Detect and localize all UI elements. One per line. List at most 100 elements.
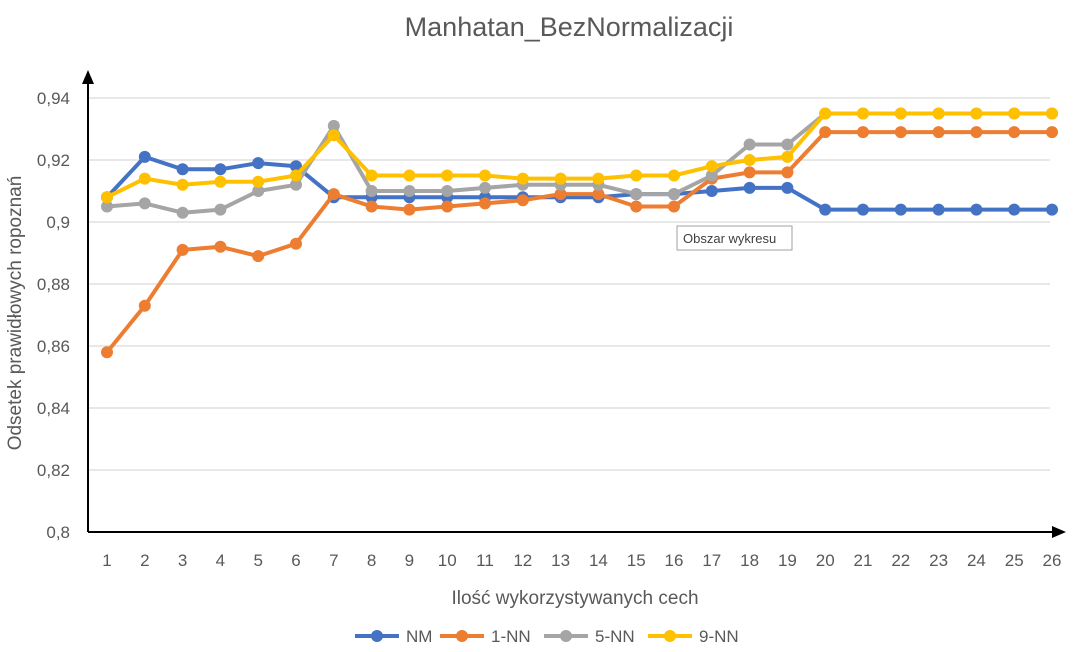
series-line [105, 154, 1052, 212]
data-point [479, 169, 491, 182]
data-point [743, 154, 756, 166]
data-point [857, 203, 869, 216]
x-tick-label: 1 [102, 551, 111, 570]
x-tick-label: 9 [405, 551, 414, 570]
x-tick-label: 5 [253, 551, 262, 570]
data-point [138, 150, 151, 163]
data-point [290, 237, 302, 250]
data-point [403, 203, 416, 216]
data-point [252, 175, 265, 188]
series-9-nn [101, 107, 1058, 204]
data-point [819, 126, 832, 139]
data-point [479, 197, 491, 210]
series-5-nn [101, 107, 1058, 219]
legend-item-nm: NM [355, 627, 432, 646]
legend-item-1-nn: 1-NN [440, 627, 531, 646]
legend-item-5-nn: 5-NN [544, 627, 635, 646]
x-tick-label: 21 [854, 551, 873, 570]
data-point [668, 200, 680, 213]
data-point [441, 200, 454, 213]
data-point [592, 188, 605, 201]
data-point [819, 203, 832, 216]
data-point [705, 160, 718, 173]
data-point [894, 107, 907, 120]
data-point [214, 175, 227, 188]
x-tick-label: 12 [513, 551, 532, 570]
x-tick-label: 15 [627, 551, 646, 570]
data-point [932, 126, 945, 139]
data-point [630, 188, 643, 201]
data-point [441, 169, 454, 182]
data-point [479, 181, 491, 194]
data-point [668, 188, 680, 201]
y-axis-ticks: 0,8 0,82 0,84 0,86 0,88 0,9 0,92 0,94 [37, 89, 70, 542]
data-point [290, 178, 302, 191]
data-point [176, 206, 189, 219]
data-point [101, 191, 113, 204]
data-point [705, 169, 718, 182]
data-point [441, 185, 454, 197]
data-point [101, 200, 113, 213]
x-axis-label: Ilość wykorzystywanych cech [451, 588, 698, 609]
legend-label: 1-NN [491, 627, 531, 646]
data-point [932, 107, 945, 120]
x-tick-label: 11 [476, 551, 494, 570]
x-tick-label: 4 [216, 551, 225, 570]
data-point [214, 163, 227, 176]
data-point [403, 185, 416, 197]
data-point [894, 203, 907, 216]
data-point [214, 240, 227, 253]
x-axis-arrow [1052, 526, 1066, 538]
x-tick-label: 7 [329, 551, 338, 570]
x-tick-label: 18 [740, 551, 759, 570]
y-tick-label: 0,84 [37, 399, 70, 418]
data-point [327, 129, 340, 142]
x-tick-label: 8 [367, 551, 376, 570]
data-point [819, 107, 832, 120]
data-point [1008, 107, 1021, 120]
data-point [365, 185, 378, 197]
series-line [105, 130, 1052, 354]
legend-item-9-nn: 9-NN [648, 627, 739, 646]
data-point [781, 166, 794, 179]
y-tick-label: 0,88 [37, 275, 70, 294]
x-tick-label: 25 [1005, 551, 1024, 570]
data-point [327, 119, 340, 132]
x-tick-label: 20 [816, 551, 835, 570]
data-point [630, 169, 643, 182]
x-tick-label: 19 [778, 551, 797, 570]
legend-marker [371, 630, 383, 642]
y-axis-label: Odsetek prawidłowych ropoznań [5, 176, 26, 451]
chart-area-tooltip: Obszar wykresu [676, 225, 793, 251]
data-point [252, 185, 265, 197]
data-point [138, 172, 151, 185]
tooltip-box [676, 225, 793, 251]
data-point [1046, 126, 1058, 139]
data-point [554, 188, 567, 201]
data-point [1046, 203, 1058, 216]
x-axis-ticks: 1 2 3 4 5 6 7 8 9 10 11 12 13 14 15 16 17 18 19 20 21 22 23 24 2… [102, 551, 1061, 570]
data-point [932, 203, 945, 216]
legend: NM 1-NN 5-NN 9-NN [355, 627, 739, 646]
data-point [781, 150, 794, 163]
chart-title: Manhatan_BezNormalizacji [405, 12, 734, 42]
data-point [516, 194, 529, 207]
data-point [781, 138, 794, 151]
x-tick-label: 22 [891, 551, 910, 570]
data-point [214, 203, 227, 216]
data-point [101, 346, 113, 359]
data-point [290, 169, 302, 182]
x-tick-label: 17 [702, 551, 721, 570]
data-point [970, 107, 983, 120]
x-tick-label: 26 [1043, 551, 1062, 570]
y-tick-label: 0,82 [37, 461, 70, 480]
data-point [554, 172, 567, 185]
y-tick-label: 0,9 [46, 213, 70, 232]
data-point [630, 200, 643, 213]
data-point [138, 197, 151, 210]
legend-label: 5-NN [595, 627, 635, 646]
legend-label: NM [406, 627, 432, 646]
legend-marker [560, 630, 572, 642]
axes [82, 70, 1066, 538]
